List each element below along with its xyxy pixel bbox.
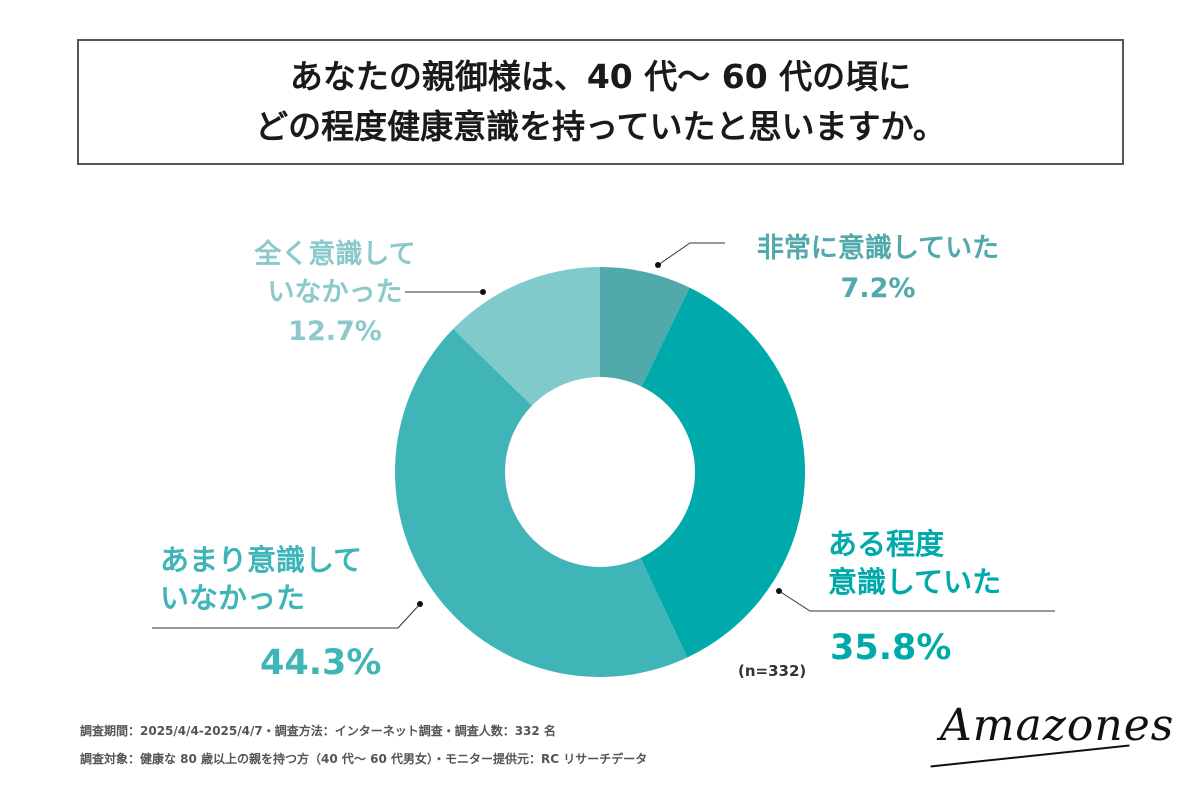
label-high-pct: 7.2% [840, 273, 916, 304]
label-some: ある程度 意識していた [828, 525, 1001, 601]
label-none-line1: 全く意識して [254, 239, 416, 270]
footer-survey-period: 調査期間：2025/4/4-2025/4/7・調査方法：インターネット調査・調査… [80, 724, 556, 738]
label-none-pct: 12.7% [288, 316, 382, 347]
label-high-name: 非常に意識していた [756, 233, 1000, 264]
brand-logo: Amazones [940, 700, 1175, 751]
leader-dot-high [655, 262, 661, 268]
label-low: あまり意識して いなかった [160, 541, 362, 617]
label-high: 非常に意識していた 7.2% [738, 226, 1018, 304]
label-some-pct: 35.8% [830, 628, 952, 668]
label-some-line1: ある程度 [828, 527, 945, 561]
leader-dot-some [776, 588, 782, 594]
label-low-line2: いなかった [160, 581, 306, 615]
label-some-pct-wrap: 35.8% [830, 628, 951, 668]
label-low-pct-wrap: 44.3% [260, 643, 381, 683]
leader-dot-low [417, 601, 423, 607]
title-line-1: あなたの親御様は、40 代〜 60 代の頃に [289, 57, 912, 96]
sample-size: (n=332) [738, 662, 806, 680]
leader-line-high [657, 242, 725, 266]
title-line-2: どの程度健康意識を持っていたと思いますか。 [255, 107, 946, 146]
label-low-pct: 44.3% [260, 643, 382, 683]
leader-dot-none [480, 289, 486, 295]
label-none: 全く意識して いなかった 12.7% [235, 236, 435, 347]
donut-hole [505, 377, 695, 567]
chart-title: あなたの親御様は、40 代〜 60 代の頃に どの程度健康意識を持っていたと思い… [77, 39, 1124, 165]
leader-line-low [152, 603, 421, 629]
label-some-line2: 意識していた [828, 565, 1002, 599]
leader-line-some [778, 590, 1055, 612]
label-none-line2: いなかった [267, 277, 403, 308]
footer-survey-target: 調査対象：健康な 80 歳以上の親を持つ方（40 代〜 60 代男女）・モニター… [80, 752, 648, 766]
slice-somewhat-conscious [600, 287, 805, 658]
label-low-line1: あまり意識して [160, 543, 363, 577]
